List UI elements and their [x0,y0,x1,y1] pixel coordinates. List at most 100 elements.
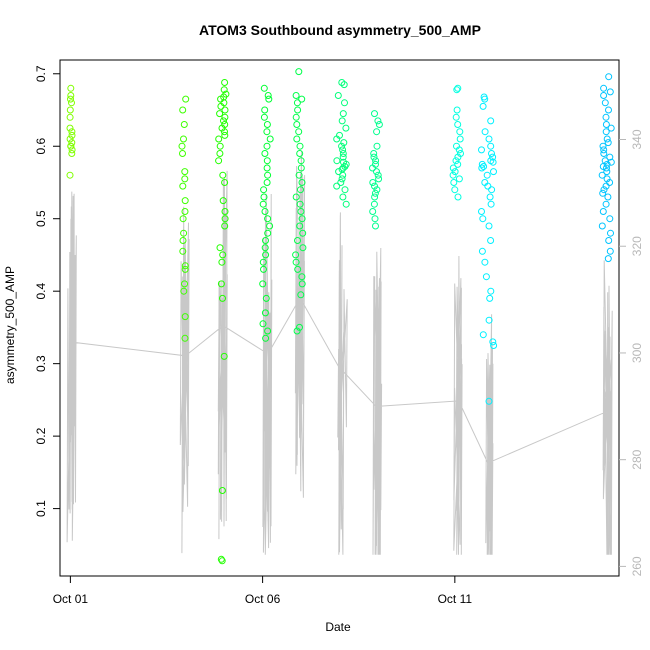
data-point [181,208,189,215]
x-axis-label: Date [325,620,351,634]
data-point [478,146,485,154]
data-point [602,128,610,136]
data-point [456,135,464,143]
data-point [218,487,226,494]
data-point [219,197,227,205]
data-point [606,215,614,223]
x-tick-label: Oct 11 [438,592,473,606]
data-point [599,189,607,197]
data-point [292,258,300,266]
data-point [603,164,610,172]
data-point [485,316,493,324]
data-point [339,146,347,154]
data-point [605,237,613,244]
data-point [68,146,76,154]
data-point [481,128,489,136]
data-point [292,193,300,201]
data-point [293,327,301,335]
data-point [478,208,485,215]
data-point [482,273,490,281]
data-point [260,193,268,201]
data-point [296,222,304,230]
data-point [481,258,489,266]
data-point [68,128,76,136]
data-point [452,157,460,165]
data-point [181,265,189,273]
data-point [451,168,459,176]
data-point [66,124,74,132]
data-point [179,215,187,223]
data-point [298,280,306,288]
data-point [600,150,608,157]
data-point [598,222,606,230]
data-point [375,175,383,183]
data-point [449,164,457,172]
data-point [294,265,302,273]
data-point [68,99,75,107]
data-point [179,182,187,190]
data-point [375,121,383,128]
y-axis-right: 260 280 300 320 340 [619,129,644,576]
data-point [479,331,487,339]
data-point [293,121,301,128]
data-point [479,102,487,110]
x-tick-label: Oct 01 [53,592,89,606]
data-point [487,117,495,125]
data-point [66,135,74,143]
data-point [449,171,457,179]
data-point [216,110,224,118]
data-point [454,121,462,128]
data-point [215,157,223,165]
data-point [342,124,350,132]
data-point [262,334,270,342]
data-point [262,237,269,244]
data-point [298,273,306,281]
y-tick-label: 0.4 [34,283,48,300]
data-point [181,334,189,342]
data-point [601,157,609,165]
data-point [604,255,612,263]
data-point [221,79,229,86]
data-point [215,135,223,143]
data-point [489,158,497,166]
data-point [67,92,75,99]
data-point [297,164,305,172]
data-point [483,171,491,179]
data-point [259,200,267,208]
data-point [341,99,348,107]
data-point [295,128,303,136]
data-point [220,117,227,125]
data-point [67,84,75,92]
data-point [260,186,268,194]
data-point [451,186,459,194]
data-point [180,287,188,295]
data-point [220,352,228,360]
data-point [606,247,614,255]
data-point [68,150,76,157]
data-point [487,200,495,208]
data-point [181,168,189,176]
y-right-tick-label: 300 [630,343,644,363]
data-point [296,150,304,157]
data-point [261,244,269,252]
data-point [298,179,306,186]
data-point [337,179,345,186]
data-point [454,84,462,92]
data-point [218,258,226,266]
data-point [603,168,611,176]
data-point [221,179,229,186]
chart-title: ATOM3 Southbound asymmetry_500_AMP [199,22,481,38]
data-point [216,150,224,157]
data-point [454,193,462,201]
data-point [180,121,188,128]
data-point [221,222,229,230]
data-point [216,142,224,150]
data-point [296,323,303,331]
data-point [217,280,225,288]
data-point [68,131,76,139]
data-point [607,158,615,166]
data-point [266,135,274,143]
data-point [259,320,267,328]
data-point [66,106,74,114]
data-point [373,186,381,194]
